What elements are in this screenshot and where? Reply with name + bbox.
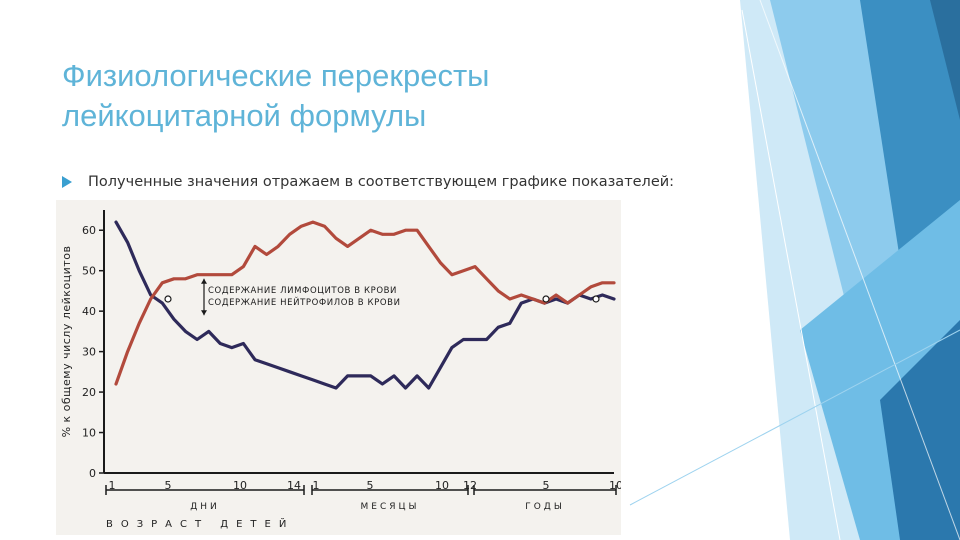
x-group-label: ДНИ: [190, 502, 220, 512]
x-tick-label: 5: [367, 479, 374, 492]
x-axis-label: ВОЗРАСТ ДЕТЕЙ: [106, 517, 294, 530]
deco-line-1: [741, 9, 841, 540]
deco-line-3: [629, 329, 960, 506]
y-tick-label: 20: [82, 386, 96, 399]
slide-title: Физиологические перекресты лейкоцитарной…: [62, 58, 490, 133]
x-tick-label: 10: [609, 479, 621, 492]
y-axis-label: % к общему числу лейкоцитов: [60, 246, 73, 438]
x-tick-label: 10: [435, 479, 449, 492]
x-tick-label: 12: [463, 479, 477, 492]
leukocyte-chart: 0 10 20 30 40 50 60 % к общему числу лейкоцитов…: [56, 200, 621, 535]
x-group-label: МЕСЯЦЫ: [361, 502, 420, 512]
deco-panel-darkest: [930, 0, 960, 120]
deco-panel-dark: [860, 0, 960, 260]
x-tick-label: 1: [109, 479, 116, 492]
y-tick-label: 0: [89, 467, 96, 480]
annotation-arrow-down-icon: [201, 310, 207, 316]
bullet-text: Полученные значения отражаем в соответст…: [88, 174, 675, 190]
bullet-arrow-icon: [62, 176, 72, 188]
crossover-marker: [164, 295, 172, 303]
y-tick-label: 50: [82, 265, 96, 278]
x-tick-label: 10: [233, 479, 247, 492]
chart-background: [56, 200, 621, 535]
y-tick-label: 30: [82, 346, 96, 359]
deco-line-2: [759, 0, 960, 540]
y-tick-label: 40: [82, 305, 96, 318]
y-tick-label: 60: [82, 224, 96, 237]
annotation-label: СОДЕРЖАНИЕ НЕЙТРОФИЛОВ В КРОВИ: [208, 296, 401, 308]
plot-layer: 0 10 20 30 40 50 60 % к общему числу лейкоцитов…: [60, 210, 621, 530]
crossover-marker: [592, 295, 600, 303]
x-tick-label: 5: [543, 479, 550, 492]
bullet-item: Полученные значения отражаем в соответст…: [62, 174, 742, 190]
series-line-lymphocytes: [114, 220, 616, 386]
x-tick-label: 14: [287, 479, 301, 492]
annotation-label: СОДЕРЖАНИЕ ЛИМФОЦИТОВ В КРОВИ: [208, 286, 397, 296]
annotation-arrow-up-icon: [201, 278, 207, 284]
y-tick-label: 10: [82, 427, 96, 440]
x-tick-label: 1: [313, 479, 320, 492]
x-group-label: ГОДЫ: [525, 502, 565, 512]
x-tick-label: 5: [165, 479, 172, 492]
crossover-marker: [542, 295, 550, 303]
